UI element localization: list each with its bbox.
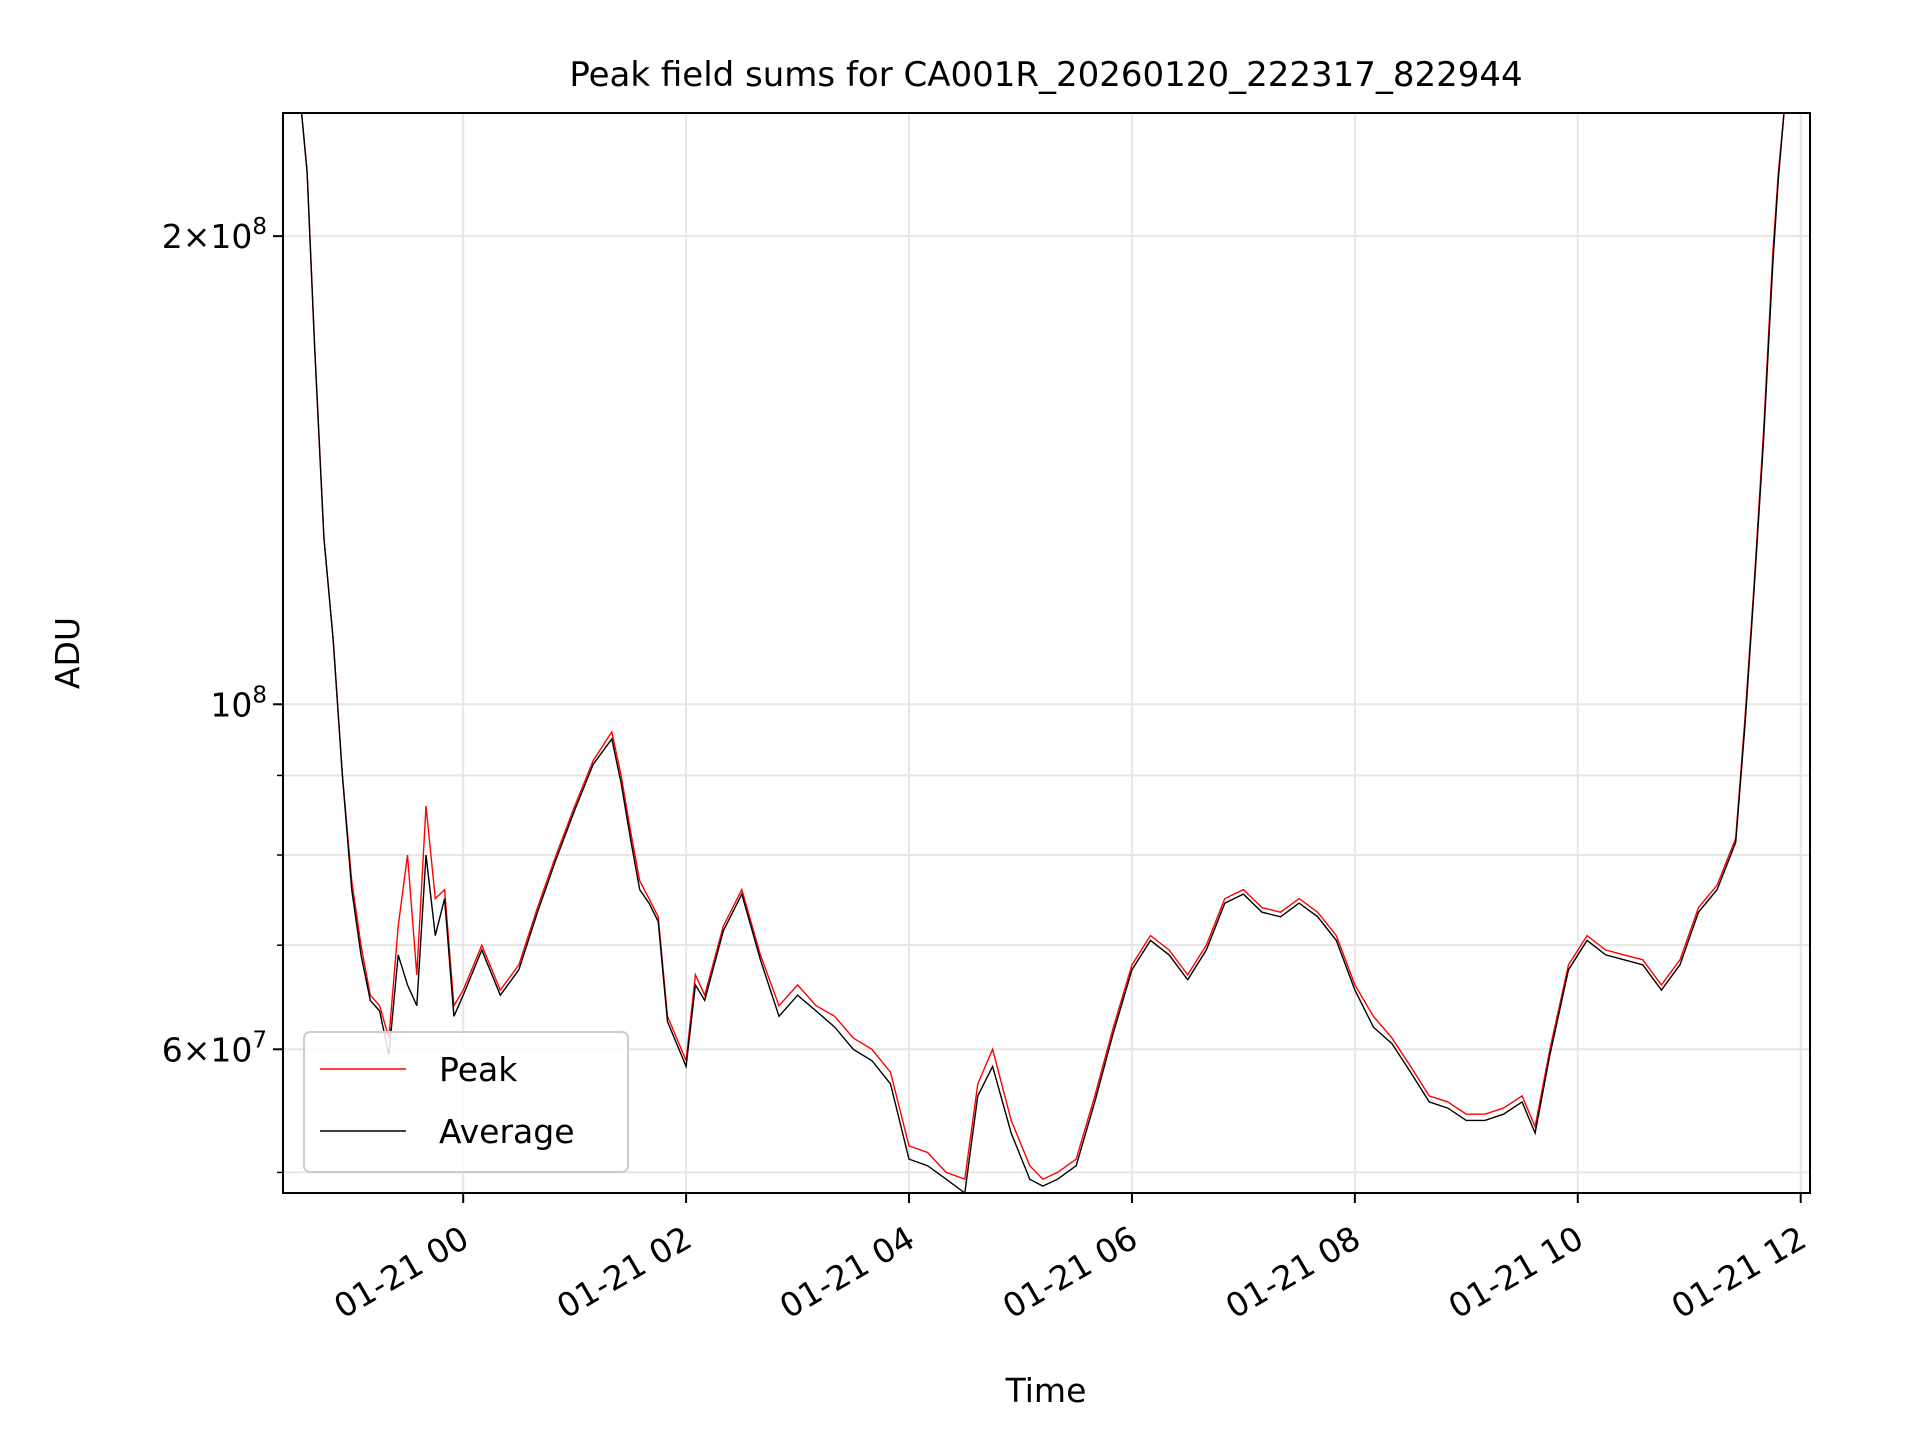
legend: Peak Average: [303, 1031, 629, 1173]
legend-box: [303, 1031, 629, 1173]
x-tick-label: 01-21 12: [1665, 1218, 1813, 1326]
x-axis: 01-21 00 01-21 02 01-21 04 01-21 06 01-21 08…: [327, 1193, 1813, 1326]
chart-title: Peak field sums for CA001R_20260120_2223…: [569, 55, 1522, 95]
grid-layer: [283, 113, 1810, 1193]
x-axis-label: Time: [1005, 1371, 1087, 1410]
x-tick-label: 01-21 08: [1219, 1218, 1367, 1326]
y-tick-label: 6×107: [162, 1027, 267, 1069]
x-tick-label: 01-21 00: [327, 1218, 475, 1326]
series-line-peak: [300, 112, 1785, 1181]
y-axis: 2×108 108 6×107: [162, 214, 283, 1174]
x-tick-label: 01-21 02: [550, 1218, 698, 1326]
legend-label-peak: Peak: [439, 1050, 518, 1089]
legend-label-average: Average: [439, 1112, 575, 1151]
y-axis-label: ADU: [48, 617, 87, 689]
x-tick-label: 01-21 10: [1442, 1218, 1590, 1326]
x-tick-label: 01-21 04: [773, 1218, 921, 1326]
x-tick-label: 01-21 06: [996, 1218, 1144, 1326]
y-tick-label: 108: [210, 682, 267, 724]
plot-frame: [282, 112, 1811, 1194]
y-tick-label: 2×108: [162, 214, 267, 256]
